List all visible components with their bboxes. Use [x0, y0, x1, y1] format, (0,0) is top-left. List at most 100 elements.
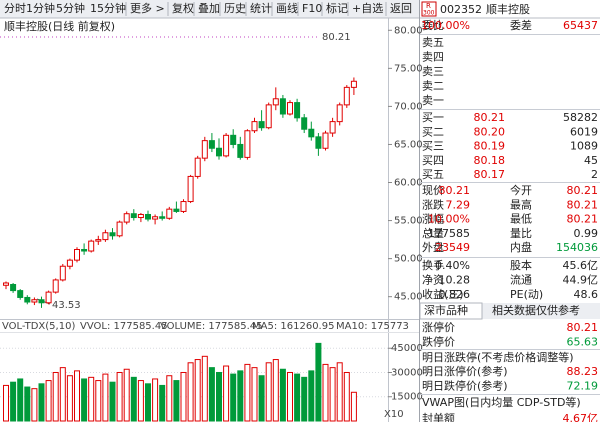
volume-bar [31, 388, 38, 422]
toolbar-button[interactable]: 返回 [390, 2, 412, 15]
quote-cell: 委比 [422, 19, 444, 32]
bid-price: 80.18 [474, 154, 506, 167]
bid-label: 买五 [422, 168, 444, 181]
volume-bar [59, 367, 66, 422]
badge-top: R [426, 2, 431, 10]
volume-bar [116, 371, 123, 422]
quote-cell: 最低 [510, 213, 532, 226]
volume-bar [244, 363, 251, 422]
volume-bar [272, 359, 279, 422]
tab[interactable]: 深市品种 [424, 303, 468, 317]
toolbar-button[interactable]: 15分钟 [90, 1, 126, 15]
candle-body [329, 121, 336, 134]
quote-cell: 0.826 [439, 288, 471, 301]
tomorrow-title: 明日涨跌停(不考虑价格调整等) [422, 350, 574, 364]
quote-cell: 0.99 [574, 227, 599, 240]
volume-bar [166, 375, 173, 422]
candle-body [152, 216, 159, 220]
toolbar-button[interactable]: 1分钟 [26, 1, 55, 15]
toolbar-button[interactable]: 5分钟 [56, 1, 85, 15]
candle-body [258, 121, 265, 129]
volume-bar [201, 355, 208, 422]
volume-bar [145, 383, 151, 422]
quote-cell: 总量 [422, 226, 444, 240]
toolbar-button[interactable]: 画线 [276, 1, 298, 15]
tomorrow-label: 明日涨停价(参考) [422, 364, 508, 378]
volume-bar [279, 368, 286, 422]
volume-bar [81, 378, 88, 422]
candle-body [59, 265, 66, 281]
candle-body [287, 102, 293, 115]
candle-body [322, 132, 329, 149]
toolbar-button[interactable]: +自选 [352, 2, 383, 15]
volume-bar [187, 362, 194, 422]
quote-cell: 7.29 [446, 198, 471, 211]
candle-body [350, 80, 357, 88]
volume-bar [287, 371, 293, 422]
volume-bar [88, 376, 95, 422]
quote-cell: 今开 [510, 183, 532, 197]
toolbar-button[interactable]: 叠加 [198, 2, 220, 15]
toolbar-button[interactable]: 分时 [4, 2, 26, 15]
volume-bar [10, 381, 17, 422]
volume-unit: X10 [384, 409, 404, 420]
y-tick-label: 80.00 [394, 25, 423, 36]
toolbar-button[interactable]: F10 [302, 2, 322, 15]
quote-cell: 股本 [510, 258, 532, 272]
volume-header: VOL-TDX(5,10) [2, 321, 75, 332]
volume-bar [38, 383, 45, 422]
bid-label: 买一 [422, 111, 444, 124]
vwap-link[interactable]: VWAP图(日内均量 CDP-STD等) [422, 395, 581, 409]
volume-bar [66, 375, 73, 422]
candle-body [315, 136, 322, 149]
volume-header: MA10: 175773 [336, 321, 409, 332]
toolbar-button[interactable]: 统计 [250, 2, 272, 15]
candle-body [102, 232, 109, 241]
volume-bar [194, 359, 201, 422]
stock-name: 顺丰控股 [486, 2, 530, 16]
quote-cell: 65437 [563, 19, 598, 32]
candle-body [343, 86, 350, 106]
candle-body [294, 102, 301, 119]
volume-tick-label: 45000 [391, 343, 423, 354]
volume-bar [74, 370, 80, 422]
toolbar-button[interactable]: 标记 [326, 1, 348, 15]
bid-label: 买三 [422, 140, 444, 153]
tab[interactable]: 相关数据仅供参考 [492, 303, 580, 317]
quote-cell: 净资 [422, 273, 444, 287]
candle-body [66, 259, 73, 267]
limit-label: 跌停价 [422, 335, 455, 349]
candle-body [201, 140, 208, 159]
candle-body [336, 104, 343, 123]
volume-bar [230, 373, 237, 422]
candle-body [109, 232, 116, 237]
toolbar-button[interactable]: 历史 [224, 2, 246, 15]
quote-cell: 80.21 [567, 213, 599, 226]
candle-body [116, 221, 123, 237]
ask-label: 卖二 [422, 80, 444, 93]
toolbar-button[interactable]: 复权 [172, 1, 194, 15]
y-tick-label: 45.00 [394, 292, 423, 303]
candle-body [251, 121, 258, 132]
quote-cell: 最高 [510, 197, 532, 211]
candle-body [17, 290, 24, 298]
volume-bar [336, 362, 343, 422]
volume-bar [237, 370, 244, 422]
bid-price: 80.19 [474, 140, 506, 153]
quote-cell: 0.40% [435, 259, 470, 272]
volume-tick-label: 15000 [391, 392, 423, 403]
volume-header: VVOL: 177585.45 [80, 321, 168, 332]
candle-body [38, 299, 45, 304]
toolbar-button[interactable]: 更多 > [130, 1, 165, 15]
toolbar-bg [0, 0, 420, 18]
volume-bar [258, 375, 265, 422]
chart-title: 顺丰控股(日线 前复权) [4, 19, 115, 33]
candle-body [237, 143, 244, 158]
candle-body [31, 299, 38, 303]
low-annotation: 43.53 [52, 300, 81, 311]
volume-bar [17, 378, 24, 422]
limit-label: 涨停价 [422, 320, 455, 334]
volume-bar [95, 380, 102, 422]
tomorrow-label: 明日跌停价(参考) [422, 379, 508, 393]
